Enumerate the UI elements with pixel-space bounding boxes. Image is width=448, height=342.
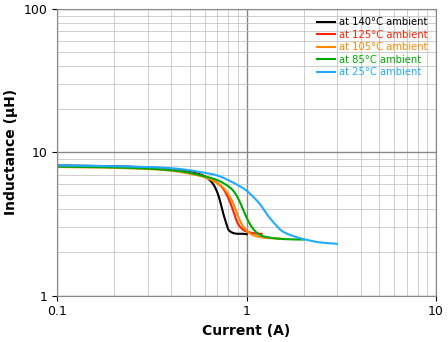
X-axis label: Current (A): Current (A) xyxy=(202,324,291,338)
Y-axis label: Inductance (μH): Inductance (μH) xyxy=(4,89,18,215)
Legend: at 140°C ambient, at 125°C ambient, at 105°C ambient, at 85°C ambient, at 25°C a: at 140°C ambient, at 125°C ambient, at 1… xyxy=(314,14,431,80)
